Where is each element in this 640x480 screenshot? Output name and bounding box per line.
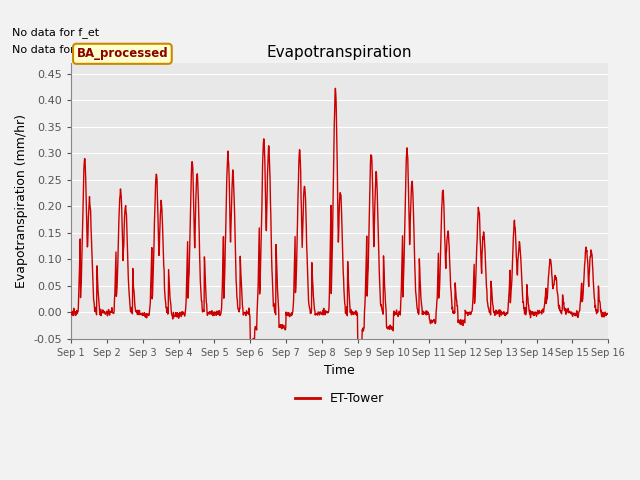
Y-axis label: Evapotranspiration (mm/hr): Evapotranspiration (mm/hr) (15, 114, 28, 288)
Text: No data for f_etc: No data for f_etc (12, 44, 106, 55)
Legend: ET-Tower: ET-Tower (290, 387, 389, 410)
Text: BA_processed: BA_processed (77, 48, 168, 60)
Title: Evapotranspiration: Evapotranspiration (267, 46, 412, 60)
Text: No data for f_et: No data for f_et (12, 27, 99, 38)
X-axis label: Time: Time (324, 363, 355, 376)
